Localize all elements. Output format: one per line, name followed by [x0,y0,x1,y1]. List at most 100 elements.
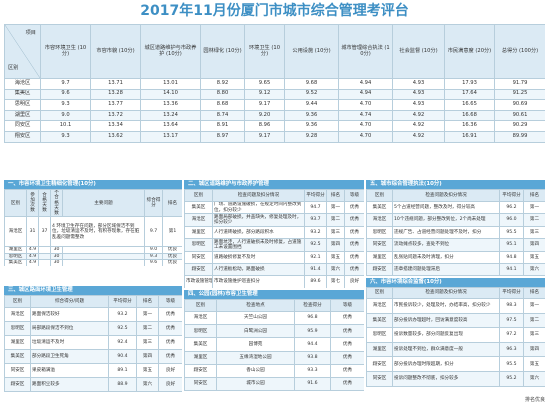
table-row: 湖里区 乱张贴问题未及时清理，扣分 94.8 第五 [366,250,545,264]
cell: 94.4 [294,337,331,352]
cell: 第五 [523,250,545,264]
cell: 香山公园 [216,363,295,378]
cell: 93.2 [108,307,137,322]
cell: 白鹭洲公园 [216,324,295,339]
district-cell: 海沧区 [184,213,213,227]
section-1-band: 一、市容环境卫生精细化管理(10分) [4,180,182,189]
cell: 优秀 [158,321,182,336]
cell: 垃圾清运不及时 [30,335,109,350]
table-row: 思明区 4.9 30 9.3 优良 [4,252,182,261]
cell: 局部路段保洁不到位 [30,321,109,336]
table-row: 同安区 果皮箱满溢 89.1 第五 良好 [4,363,182,378]
cell: 13.77 [90,99,141,111]
table-row: 同安区 投诉问题整改不彻底，扣分较多 95.2 第六 [366,370,545,387]
cell: 4.70 [338,130,393,143]
col-header: 不合格天数 [50,188,63,218]
section-2-body: 集美区 广场、道路设施破损，在规定时间内整改到位，扣分较少 94.7 第一 优秀 海沧区路… [184,200,364,288]
col-header: 区别 [184,189,213,202]
section-6-body: 海沧区 市民投诉较少，处理及时，办结率高，扣分较少 98.3 第一 集美区 部分投诉办理超… [366,298,545,387]
cell: 9.36 [284,120,339,132]
corner-cell: 项目 区别 [4,24,41,79]
district-cell: 同安区 [184,376,217,392]
cell: 8.74 [200,109,245,122]
cell: 良好 [158,363,182,378]
cell: 9.17 [244,99,285,111]
cell: 广场、道路设施破损，在规定时间内整改到位，扣分较少 [212,200,305,215]
district-cell: 同安区 [366,370,393,387]
cell: 人行道砖破损，部分路段积水 [212,225,305,240]
section-3-body: 海沧区 路面保洁较好 93.2 第一 优秀 思明区 局部路段保洁不到位 92.5 第二 优秀 湖里区… [4,307,182,392]
district-cell: 集美区 [4,259,27,266]
cell: 9.6 [40,88,91,101]
cell: 优秀 [330,350,364,365]
cell: 92.1 [304,250,327,264]
district-cell: 翔安区 [4,377,31,392]
table-row: 湖里区 9.0 13.72 13.24 8.74 9.20 9.36 4.74 4.92 16.6… [4,109,545,122]
cell: 部分投诉办理超时，回访满意度较高 [392,312,500,329]
section-3: 三、城区路面环境卫生管理 区别 综合得分/问题 平均得分 排名 等级 海沧区 路面… [4,286,182,398]
cell: 投诉问题整改不彻底，扣分较多 [392,370,500,387]
cell: 4.9 [26,259,39,266]
cell: 94.7 [304,200,327,215]
cell: 14.10 [140,88,201,101]
cell: 90.61 [494,109,545,122]
district-cell: 思明区 [184,238,213,252]
cell: 优秀 [330,310,364,326]
cell: 优秀 [344,213,364,227]
cell: 9.3 [40,130,91,143]
section-2-band: 二、城区道路维护与市政养护管理 [184,180,364,189]
cell: 优秀 [344,262,364,277]
col-header: 区别 [184,299,217,312]
district-cell: 海沧区 [184,310,217,326]
table-row: 思明区 白鹭洲公园 95.9 优秀 [184,324,364,339]
cell: 果皮箱满溢 [30,363,109,378]
district-cell: 思明区 [184,324,217,339]
district-cell: 同安区 [4,120,41,132]
col-header: 排名 [136,295,159,308]
problem-cell: 4 环境卫生存在问题，部分区域保洁不到位，垃圾清运不及时，有积存现象，存在脏乱差… [50,216,145,248]
cell: 89.1 [108,363,137,378]
table-row: 海沧区 10个违规问题，部分整改到位，2个尚未处理 96.0 第二 [366,213,545,227]
cell: 优秀 [344,238,364,252]
cell: 13.62 [90,130,141,143]
cell [38,259,51,266]
cell: 第五 [326,250,345,264]
cell: 13.17 [140,130,201,143]
table-row: 思明区 局部路段保洁不到位 92.5 第二 优秀 [4,321,182,336]
cell: 人行道板松动，路面破损 [212,262,305,277]
district-cell: 集美区 [4,349,31,364]
cell: 96.3 [499,341,524,358]
cell: 违章搭建问题处理滞后 [392,262,500,276]
cell: 97.2 [499,327,524,343]
cell: 13.72 [90,109,141,122]
district-cell: 集美区 [4,88,41,101]
col-header: 平均得分 [304,189,327,202]
district-cell: 湖里区 [184,225,213,240]
corner-bottom-label: 区别 [8,65,19,72]
cell: 市政设施维护巡查扣分 [212,275,305,288]
cell: 9.7 [40,78,91,90]
table-row: 海沧区 市民投诉较少，处理及时，办结率高，扣分较少 98.3 第一 [366,298,545,314]
cell: 13.36 [140,99,201,111]
district-cell: 海沧区 [366,298,393,314]
cell: 4.70 [338,120,393,132]
table-row: 市政设施管理 市政设施维护巡查扣分 89.6 第七 良好 [184,275,364,288]
cell: 96.2 [499,200,524,215]
cell: 第一 [523,200,545,215]
cell: 92.5 [304,238,327,252]
cell: 优秀 [158,307,182,322]
table-row: 集美区 园博苑 94.4 优秀 [184,337,364,352]
section-4-band: 四、公园(园林)市容卫生管理 [184,290,364,299]
cell: 违规广告、占道经营问题处理不及时，扣分 [392,225,500,240]
cell: 16.36 [444,120,495,132]
district-cell: 思明区 [366,327,393,343]
cell: 16.68 [444,109,495,122]
district-cell: 集美区 [366,312,393,329]
cell: 4.92 [392,120,445,132]
cell: 优秀 [158,349,182,364]
district-cell: 思明区 [4,99,41,111]
cell: 市民投诉较少，处理及时，办结率高，扣分较少 [392,298,500,314]
cell: 95.9 [294,324,331,339]
cell: 良好 [344,275,364,288]
cell: 路面局部破损，井盖缺失，修复处理及时，扣分较少 [212,213,305,227]
